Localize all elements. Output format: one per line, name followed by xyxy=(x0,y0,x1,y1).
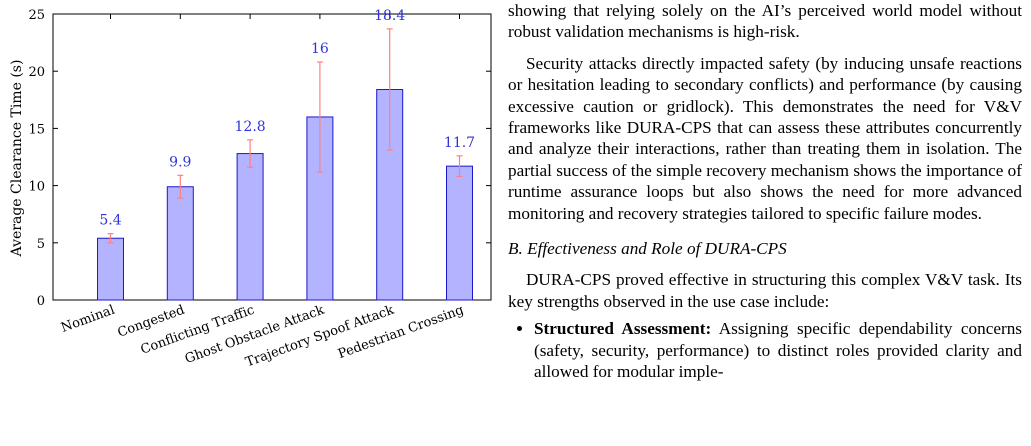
x-tick-label: Nominal xyxy=(59,303,117,336)
bar xyxy=(236,153,264,301)
data-label: 12.8 xyxy=(235,119,266,135)
error-bar xyxy=(316,61,323,173)
data-label: 16 xyxy=(311,41,329,57)
chart-error-bars xyxy=(107,28,463,244)
data-label: 18.4 xyxy=(374,8,405,24)
paragraph-effectiveness: DURA-CPS proved effective in structuring… xyxy=(508,270,1022,311)
x-tick-label: Pedestrian Crossing xyxy=(336,303,466,362)
paragraph-continued: showing that relying solely on the AI’s … xyxy=(508,1,1022,42)
list-item: Structured Assessment: Assigning specifi… xyxy=(534,318,1022,382)
y-tick-label: 10 xyxy=(28,180,45,195)
bar-chart: 5.4 9.9 12.8 16 18.4 11.7 NominalCongestedCon… xyxy=(9,8,492,371)
error-bar xyxy=(386,28,393,151)
error-bar xyxy=(107,233,114,244)
bullet-lead: Structured Assessment: xyxy=(534,319,712,339)
y-tick-label: 15 xyxy=(28,122,45,137)
chart-data-labels: 5.4 9.9 12.8 16 18.4 11.7 xyxy=(99,8,475,229)
bar xyxy=(446,165,473,301)
error-bar xyxy=(247,139,254,168)
paragraph-security-attacks: Security attacks directly impacted safet… xyxy=(508,53,1022,223)
chart-y-tick-labels: 0 5 10 15 20 25 xyxy=(28,8,45,309)
body-text-column: showing that relying solely on the AI’s … xyxy=(508,0,1022,383)
error-bar xyxy=(177,174,184,199)
y-tick-label: 20 xyxy=(28,65,45,80)
data-label: 9.9 xyxy=(169,154,191,170)
section-heading: B. Effectiveness and Role of DURA-CPS xyxy=(508,239,787,259)
error-bar xyxy=(456,155,463,178)
plot-frame xyxy=(52,13,492,301)
bar xyxy=(166,186,194,301)
bullet-text: Assigning specific dependability concern… xyxy=(534,319,1022,382)
y-tick-label: 5 xyxy=(37,237,45,252)
y-axis-title: Average Clearance Time (s) xyxy=(9,60,25,258)
y-tick-label: 0 xyxy=(37,294,45,309)
strengths-list: Structured Assessment: Assigning specifi… xyxy=(508,318,1022,382)
bar xyxy=(97,237,124,301)
data-label: 5.4 xyxy=(99,213,121,229)
data-label: 11.7 xyxy=(444,135,475,151)
y-tick-label: 25 xyxy=(28,8,45,23)
chart-bars xyxy=(97,89,473,301)
